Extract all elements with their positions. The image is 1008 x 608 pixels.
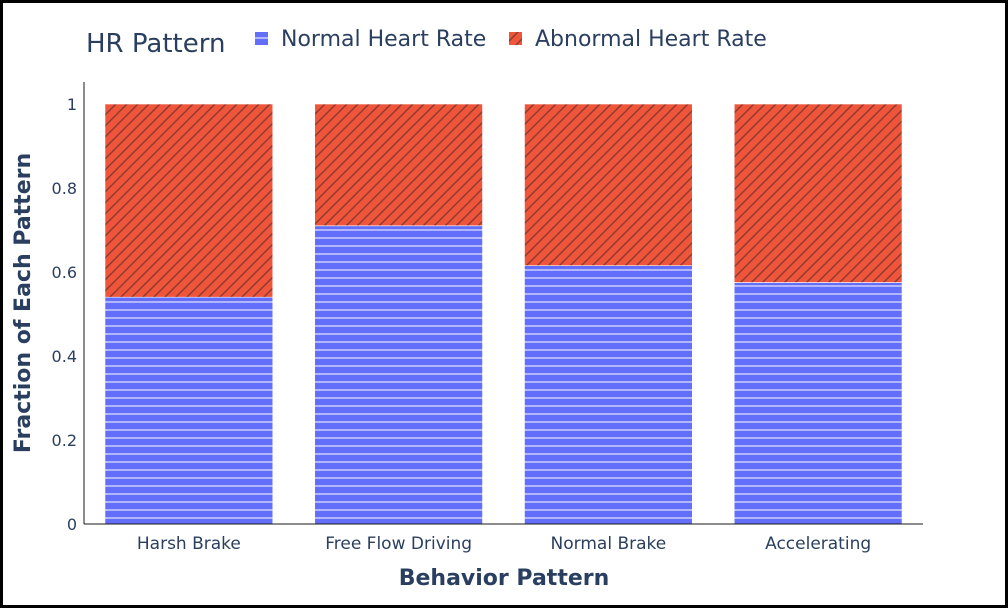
bar-normal-free-flow-driving[interactable] xyxy=(314,225,483,525)
legend-label-abnormal: Abnormal Heart Rate xyxy=(535,27,767,52)
legend: HR Pattern Normal Heart Rate Abnormal He… xyxy=(86,27,767,59)
bar-abnormal-harsh-brake[interactable] xyxy=(104,103,274,298)
legend-label-normal: Normal Heart Rate xyxy=(281,27,486,52)
legend-swatch-abnormal xyxy=(509,32,522,45)
y-tick-label: 0.8 xyxy=(52,179,77,198)
bar-abnormal-free-flow-driving[interactable] xyxy=(314,103,483,227)
x-tick-label: Accelerating xyxy=(765,534,871,554)
bar-abnormal-accelerating[interactable] xyxy=(733,103,903,283)
x-tick-label: Free Flow Driving xyxy=(325,534,472,554)
legend-item-abnormal[interactable]: Abnormal Heart Rate xyxy=(509,27,767,52)
plot-area: 0 0.2 0.4 0.6 0.8 1 Harsh Brake Free Flow Drivi… xyxy=(52,82,923,554)
y-tick-label: 0.6 xyxy=(52,263,77,282)
x-axis-title: Behavior Pattern xyxy=(399,566,610,591)
legend-title: HR Pattern xyxy=(86,29,225,59)
x-tick-label: Normal Brake xyxy=(551,534,667,554)
bar-normal-harsh-brake[interactable] xyxy=(104,296,274,525)
y-tick-label: 0.2 xyxy=(52,431,77,450)
bar-normal-normal-brake[interactable] xyxy=(524,265,693,525)
bar-abnormal-normal-brake[interactable] xyxy=(524,103,693,266)
y-tick-label: 0 xyxy=(67,515,77,534)
y-axis-title: Fraction of Each Pattern xyxy=(11,153,36,453)
y-tick-label: 0.4 xyxy=(52,347,77,366)
legend-swatch-normal xyxy=(255,32,268,45)
legend-item-normal[interactable]: Normal Heart Rate xyxy=(255,27,486,52)
bar-normal-accelerating[interactable] xyxy=(733,282,903,525)
y-tick-label: 1 xyxy=(67,95,77,114)
x-tick-label: Harsh Brake xyxy=(137,534,241,554)
